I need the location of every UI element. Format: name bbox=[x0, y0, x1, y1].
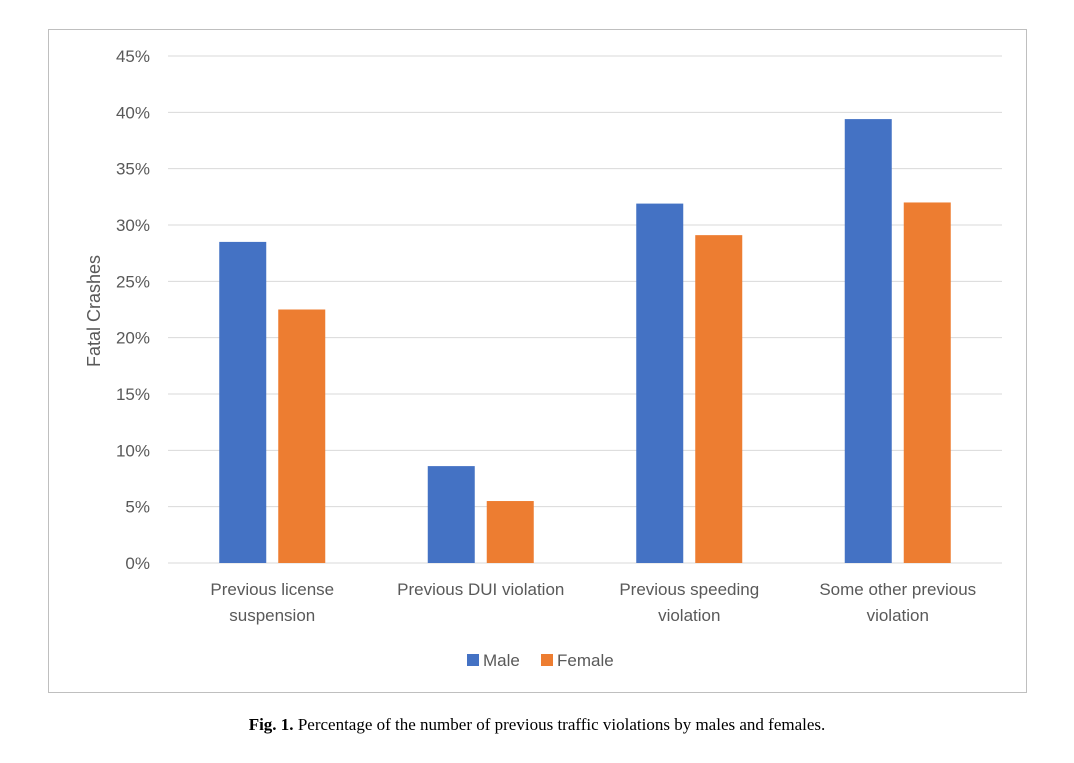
x-category-label: suspension bbox=[229, 606, 315, 625]
x-category-label: Previous DUI violation bbox=[397, 580, 564, 599]
y-axis-label: Fatal Crashes bbox=[84, 255, 104, 367]
x-category-label: violation bbox=[658, 606, 720, 625]
x-category-label: Some other previous bbox=[819, 580, 976, 599]
y-tick-labels: 0% 5% 10% 15% 20% 25% 30% 35% 40% 45% bbox=[116, 47, 150, 573]
bar-female bbox=[278, 309, 326, 563]
y-tick-label: 15% bbox=[116, 385, 150, 404]
y-tick-label: 20% bbox=[116, 329, 150, 348]
x-category-label: Previous speeding bbox=[619, 580, 759, 599]
y-tick-label: 5% bbox=[125, 498, 150, 517]
legend-swatch-female bbox=[541, 654, 553, 666]
bar-chart: 0% 5% 10% 15% 20% 25% 30% 35% 40% 45% Previous li… bbox=[84, 47, 1002, 670]
legend-label-female: Female bbox=[557, 651, 614, 670]
x-category-label: Previous license bbox=[210, 580, 334, 599]
y-tick-label: 40% bbox=[116, 103, 150, 122]
y-tick-label: 30% bbox=[116, 216, 150, 235]
x-category-label: violation bbox=[867, 606, 929, 625]
y-tick-label: 25% bbox=[116, 272, 150, 291]
y-tick-label: 10% bbox=[116, 441, 150, 460]
legend: Male Female bbox=[467, 651, 614, 670]
figure-caption-text: Percentage of the number of previous tra… bbox=[297, 715, 826, 734]
bars bbox=[219, 119, 951, 564]
x-category-labels: Previous license suspension Previous DUI v… bbox=[210, 580, 976, 625]
bar-male bbox=[219, 241, 267, 563]
legend-label-male: Male bbox=[483, 651, 520, 670]
y-tick-label: 35% bbox=[116, 160, 150, 179]
bar-male bbox=[427, 466, 475, 563]
y-tick-label: 45% bbox=[116, 47, 150, 66]
bar-female bbox=[695, 235, 743, 563]
bar-male bbox=[844, 119, 892, 564]
bar-female bbox=[486, 501, 534, 563]
bar-female bbox=[903, 202, 951, 563]
y-tick-label: 0% bbox=[125, 554, 150, 573]
legend-swatch-male bbox=[467, 654, 479, 666]
figure-caption: Fig. 1. Percentage of the number of prev… bbox=[0, 715, 1074, 735]
figure-caption-label: Fig. 1. bbox=[248, 715, 294, 734]
chart-frame: 0% 5% 10% 15% 20% 25% 30% 35% 40% 45% Previous li… bbox=[48, 29, 1027, 693]
bar-male bbox=[636, 203, 684, 564]
